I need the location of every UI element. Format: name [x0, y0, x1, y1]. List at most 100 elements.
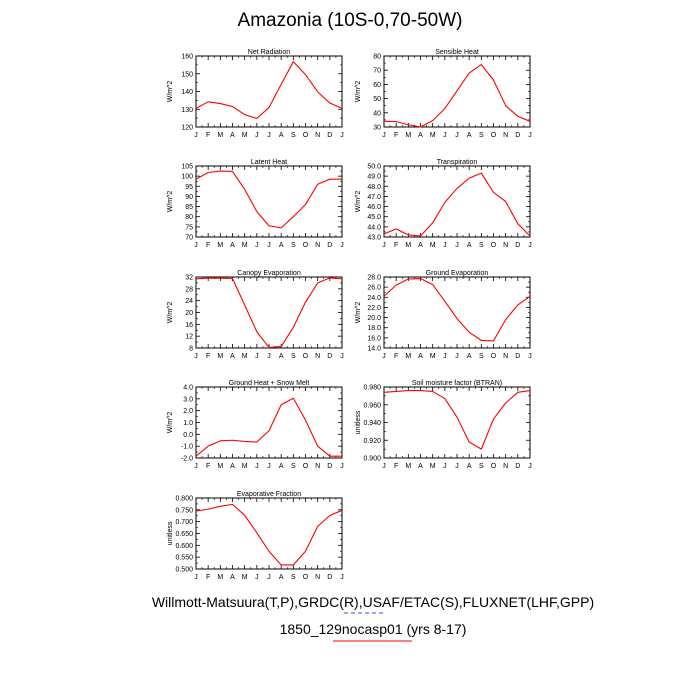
x-tick-label: J: [340, 132, 344, 139]
x-tick-label: D: [327, 353, 332, 360]
x-tick-label: N: [315, 574, 320, 581]
y-tick-label: 24: [185, 298, 193, 305]
y-axis-label: W/m^2: [167, 412, 174, 434]
y-tick-label: 0.0: [183, 432, 193, 439]
x-tick-label: S: [479, 242, 484, 249]
y-tick-label: 0.800: [175, 496, 193, 503]
x-tick-label: J: [528, 463, 532, 470]
series-line: [195, 277, 343, 348]
x-tick-label: F: [206, 132, 210, 139]
series-line: [383, 63, 531, 128]
y-tick-label: 3.0: [183, 396, 193, 403]
x-tick-label: M: [217, 463, 223, 470]
x-tick-label: O: [491, 242, 497, 249]
x-tick-label: J: [255, 574, 259, 581]
y-axis-label: W/m^2: [355, 81, 362, 103]
y-tick-label: 140: [181, 89, 193, 96]
x-tick-label: M: [242, 242, 248, 249]
series-line: [195, 170, 342, 229]
panel-title: Ground Heat + Snow Melt: [229, 380, 310, 387]
x-tick-label: A: [279, 353, 284, 360]
x-tick-label: N: [315, 242, 320, 249]
x-tick-label: M: [430, 242, 436, 249]
x-tick-label: A: [467, 353, 472, 360]
y-tick-label: 47.0: [367, 194, 381, 201]
series-line: [383, 172, 531, 237]
x-tick-label: O: [303, 574, 309, 581]
y-tick-label: 20.0: [367, 315, 381, 322]
x-tick-label: F: [394, 242, 398, 249]
x-tick-label: S: [479, 463, 484, 470]
panel-frame: [195, 55, 343, 128]
y-axis-label: W/m^2: [167, 191, 174, 213]
x-tick-label: D: [327, 574, 332, 581]
x-tick-label: O: [303, 132, 309, 139]
y-tick-label: 90: [185, 194, 193, 201]
x-tick-label: J: [340, 353, 344, 360]
y-tick-label: -1.0: [181, 444, 193, 451]
y-tick-label: 16: [185, 322, 193, 329]
x-tick-label: M: [242, 463, 248, 470]
y-tick-label: 75: [185, 224, 193, 231]
x-tick-label: A: [467, 242, 472, 249]
x-tick-label: J: [267, 574, 271, 581]
y-tick-label: 20: [185, 310, 193, 317]
x-tick-label: M: [430, 132, 436, 139]
x-tick-label: M: [405, 132, 411, 139]
x-tick-label: J: [528, 353, 532, 360]
y-tick-label: 45.0: [367, 214, 381, 221]
y-axis-label: unitless: [167, 521, 174, 545]
x-tick-label: O: [303, 463, 309, 470]
panel-8: Soil moisture factor (BTRAN)J F M A M J J A S O N D…: [355, 380, 532, 470]
y-tick-label: 60: [373, 82, 381, 89]
x-tick-label: A: [279, 463, 284, 470]
y-tick-label: 130: [181, 107, 193, 114]
footer-line-1: Willmott-Matsuura(T,P),GRDC(R),USAF/ETAC…: [151, 594, 595, 610]
x-tick-label: A: [230, 574, 235, 581]
x-tick-label: A: [418, 353, 423, 360]
x-tick-label: D: [327, 242, 332, 249]
y-axis-label: W/m^2: [355, 302, 362, 324]
x-tick-label: S: [479, 132, 484, 139]
y-tick-label: 80: [185, 214, 193, 221]
x-tick-label: M: [217, 574, 223, 581]
x-tick-label: S: [291, 242, 296, 249]
x-tick-label: F: [206, 463, 210, 470]
y-tick-label: 50.0: [367, 164, 381, 171]
x-tick-label: J: [382, 132, 386, 139]
y-tick-label: 22.0: [367, 305, 381, 312]
y-tick-label: 40: [373, 110, 381, 117]
x-tick-label: M: [430, 463, 436, 470]
x-tick-label: M: [242, 574, 248, 581]
x-tick-label: J: [443, 242, 447, 249]
y-tick-label: 18.0: [367, 325, 381, 332]
panel-title: Soil moisture factor (BTRAN): [412, 380, 502, 387]
x-tick-label: A: [418, 242, 423, 249]
x-tick-label: O: [303, 353, 309, 360]
x-tick-label: J: [528, 242, 532, 249]
x-tick-label: S: [291, 132, 296, 139]
x-tick-label: J: [267, 242, 271, 249]
panel-frame: [195, 497, 343, 570]
x-tick-label: J: [194, 132, 198, 139]
y-tick-label: 160: [181, 54, 193, 61]
x-tick-label: J: [255, 353, 259, 360]
x-tick-label: M: [405, 353, 411, 360]
series-line: [195, 61, 343, 120]
x-tick-label: O: [491, 132, 497, 139]
x-tick-label: J: [255, 463, 259, 470]
x-tick-label: J: [340, 463, 344, 470]
x-tick-label: N: [315, 132, 320, 139]
y-tick-label: 24.0: [367, 295, 381, 302]
x-tick-label: J: [255, 242, 259, 249]
x-tick-label: S: [479, 353, 484, 360]
x-tick-label: J: [267, 132, 271, 139]
x-tick-label: A: [230, 132, 235, 139]
y-tick-label: 43.0: [367, 235, 381, 242]
x-tick-label: A: [279, 574, 284, 581]
x-tick-label: M: [405, 463, 411, 470]
x-tick-label: M: [430, 353, 436, 360]
y-tick-label: 0.960: [363, 402, 381, 409]
